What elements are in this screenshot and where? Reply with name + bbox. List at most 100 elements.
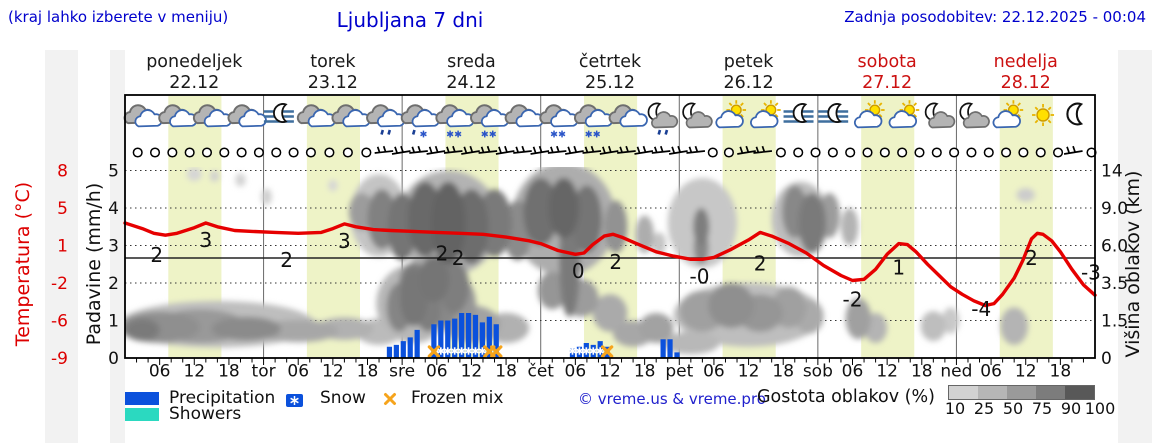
svg-text:12: 12: [461, 362, 483, 382]
wind-barb-icon: [461, 145, 480, 155]
svg-text:1: 1: [892, 256, 905, 280]
svg-text:1: 1: [57, 237, 68, 257]
svg-text:-4: -4: [971, 297, 991, 321]
svg-text:2: 2: [754, 251, 767, 275]
sky-icon-cloudy-snow: [539, 104, 579, 138]
svg-text:12: 12: [738, 362, 760, 382]
snow-star-icon: [596, 347, 604, 355]
wind-barb-icon: [582, 145, 602, 154]
sky-icon-moon-cloud-drizzle: [647, 102, 679, 135]
sky-icon-moon-fog: [783, 103, 814, 123]
legend-showers-label: Showers: [169, 404, 242, 424]
svg-text:18: 18: [1050, 362, 1072, 382]
svg-text:5: 5: [57, 199, 68, 219]
snow-star-icon: [589, 347, 597, 355]
cloud-density-swatch: [1007, 386, 1036, 399]
sky-icon-cloudy: [331, 104, 371, 128]
precipitation-axis-ticks: 5 4 3 2 1 0: [108, 162, 119, 370]
cloud-density-ticks: 10 25 50 75 90 100: [944, 399, 1115, 418]
snow-star-icon: [444, 347, 452, 355]
day-name: torek: [310, 52, 356, 72]
wind-barb-icon: [374, 145, 394, 154]
snow-star-icon: [481, 130, 489, 138]
svg-text:2: 2: [609, 250, 622, 274]
sky-icon-cloudy: [123, 104, 163, 128]
cloud-density-tick: 50: [1002, 399, 1024, 418]
svg-text:1.5: 1.5: [1101, 312, 1128, 332]
temperature-axis-ticks: 8 5 1 -2 -6 -9: [51, 162, 68, 370]
page-title: Ljubljana 7 dni: [336, 8, 484, 32]
wind-barb-icon: [513, 145, 532, 154]
svg-text:3.5: 3.5: [1101, 274, 1128, 294]
day-name: sobota: [858, 52, 917, 72]
wind-barb-icon: [443, 145, 463, 154]
svg-text:2: 2: [108, 274, 119, 294]
sky-icon-moon-cloud: [924, 102, 956, 129]
svg-text:sob: sob: [803, 362, 833, 382]
day-name: petek: [724, 52, 775, 72]
sky-icon-sun-cloud: [888, 100, 920, 129]
svg-text:2: 2: [1025, 246, 1038, 270]
frozen-mix-x-icon: [383, 391, 397, 405]
copyright-link[interactable]: © vreme.us & vreme.pro: [578, 390, 766, 408]
frozen-mix-icon: [600, 345, 614, 358]
precipitation-axis-title: Padavine (mm/h): [83, 182, 105, 346]
svg-text:0: 0: [572, 259, 585, 283]
svg-text:9.0: 9.0: [1101, 199, 1128, 219]
snow-star-icon: [575, 347, 584, 355]
svg-text:06: 06: [842, 362, 864, 382]
day-date: 26.12: [724, 73, 774, 93]
cloud-density-swatch: [1065, 386, 1094, 399]
snow-star-icon: [582, 347, 590, 355]
svg-text:-2: -2: [51, 274, 68, 294]
moon-icon: [1066, 102, 1084, 126]
wind-row: [132, 145, 1097, 158]
sky-icon-cloudy: [608, 104, 648, 128]
svg-text:pet: pet: [665, 362, 693, 382]
svg-text:12: 12: [599, 362, 621, 382]
legend-frozen-mix-label: Frozen mix: [411, 388, 504, 408]
cloud-density-scale: [948, 385, 1095, 400]
cloud-density-tick: 75: [1031, 399, 1053, 418]
svg-text:2: 2: [150, 243, 163, 267]
snow-star-icon: [593, 130, 601, 138]
wind-barb-icon: [668, 145, 688, 155]
snow-star-icon: [558, 130, 566, 138]
x-axis-labels: 06 12 18 06 12 18 tor 06 12 18 sre 06 12 18 čet 06 12 18 p…: [149, 362, 1071, 382]
svg-text:-0: -0: [690, 264, 710, 288]
svg-text:12: 12: [322, 362, 344, 382]
svg-text:06: 06: [703, 362, 725, 382]
snow-star-icon: [471, 347, 480, 355]
svg-text:18: 18: [634, 362, 656, 382]
sky-icon-cloudy: [504, 104, 544, 128]
precipitation-type-markers: [427, 345, 614, 358]
svg-text:0: 0: [1101, 349, 1112, 369]
svg-text:18: 18: [218, 362, 240, 382]
cloud-density-tick: 25: [973, 399, 995, 418]
wind-barb-icon: [478, 145, 498, 154]
svg-text:-3: -3: [1081, 261, 1101, 285]
drizzle-icon: [380, 129, 385, 135]
day-name: nedelja: [994, 52, 1058, 72]
sky-icon-cloudy-drizzle: [366, 104, 406, 135]
drizzle-icon: [657, 129, 662, 135]
frozen-mix-icon: [427, 345, 441, 358]
svg-text:3: 3: [108, 237, 119, 257]
day-name: sreda: [447, 52, 496, 72]
day-date: 24.12: [446, 73, 496, 93]
sky-icon-cloudy: [227, 104, 267, 128]
svg-text:6.0: 6.0: [1101, 237, 1128, 257]
wind-barb-icon: [426, 145, 446, 155]
cloud-shading: [125, 167, 1035, 355]
cloud-density-swatch: [949, 386, 978, 399]
svg-text:06: 06: [287, 362, 309, 382]
sun-icon: [1032, 104, 1055, 126]
cloud-density-tick: 10: [944, 399, 966, 418]
snow-star-icon: [446, 130, 454, 138]
moon-icon: [827, 103, 842, 123]
svg-text:12: 12: [1015, 362, 1037, 382]
svg-text:2: 2: [452, 246, 465, 270]
sky-icon-moon-fog: [818, 103, 849, 123]
